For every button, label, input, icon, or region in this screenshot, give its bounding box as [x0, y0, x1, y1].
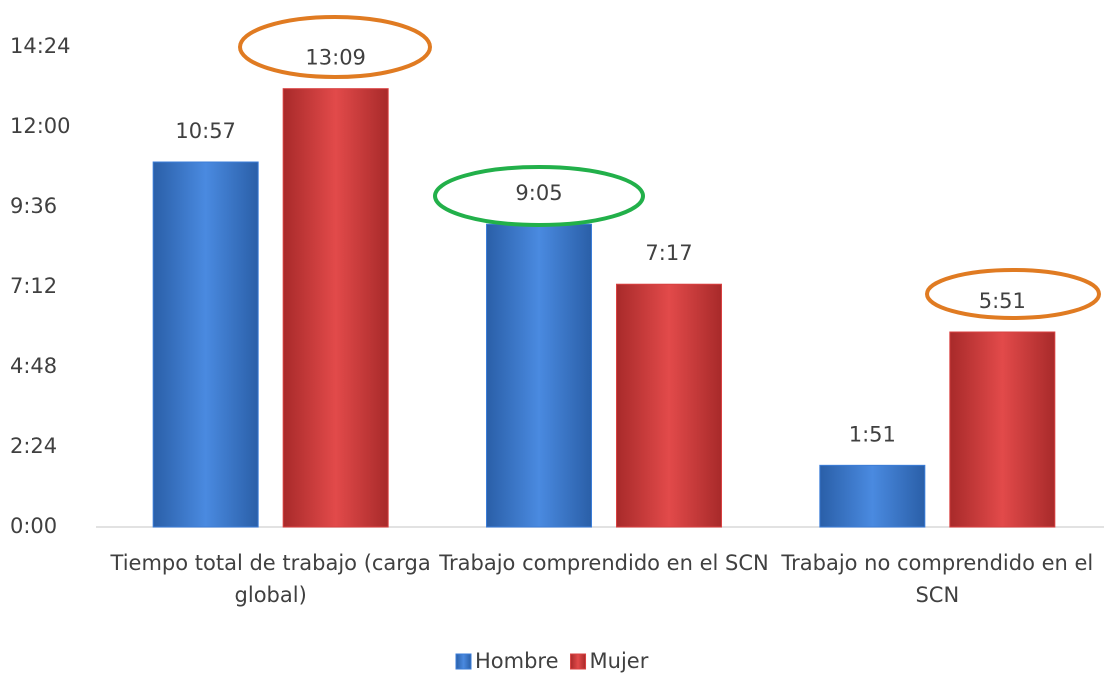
bar — [616, 283, 722, 528]
data-label: 7:17 — [645, 241, 692, 265]
y-tick-label: 14:24 — [10, 34, 71, 58]
y-tick-label: 0:00 — [10, 514, 57, 538]
y-tick-label: 12:00 — [10, 114, 71, 138]
bar — [486, 223, 592, 528]
y-tick-label: 4:48 — [10, 354, 57, 378]
highlight-ellipse — [238, 15, 432, 79]
legend-label: Mujer — [590, 649, 649, 673]
data-label: 5:51 — [979, 289, 1026, 313]
bar — [949, 331, 1056, 528]
y-tick-label: 2:24 — [10, 434, 57, 458]
legend-label: Hombre — [475, 649, 559, 673]
highlight-ellipse — [925, 268, 1101, 320]
bar — [152, 161, 259, 528]
legend-swatch — [455, 653, 472, 670]
x-tick-label: Trabajo no comprendido en el SCN — [781, 551, 1094, 607]
x-tick-label: Tiempo total de trabajo (carga global) — [110, 551, 431, 607]
legend-swatch — [570, 653, 587, 670]
data-label: 9:05 — [515, 181, 562, 205]
y-tick-label: 7:12 — [10, 274, 57, 298]
x-tick-label: Trabajo comprendido en el SCN — [439, 551, 769, 575]
data-label: 10:57 — [175, 119, 236, 143]
bar — [819, 464, 926, 528]
data-label: 13:09 — [305, 46, 366, 70]
highlight-ellipse — [433, 165, 645, 227]
bar — [282, 88, 389, 528]
y-tick-label: 9:36 — [10, 194, 57, 218]
data-label: 1:51 — [849, 422, 896, 446]
